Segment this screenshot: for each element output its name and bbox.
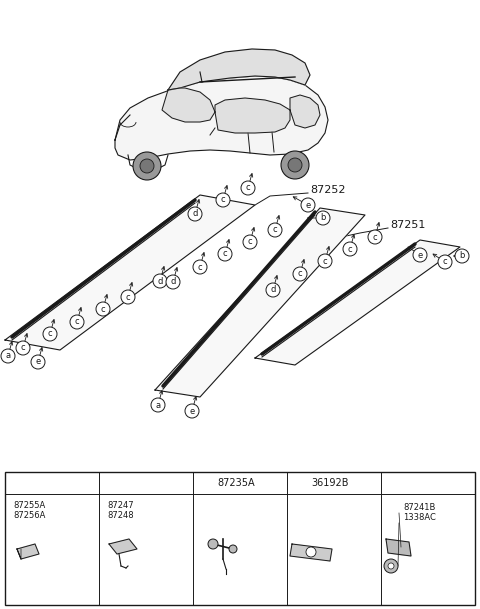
- Text: 36192B: 36192B: [311, 478, 348, 488]
- Circle shape: [153, 274, 167, 288]
- Circle shape: [218, 247, 232, 261]
- Text: c: c: [273, 225, 277, 234]
- Polygon shape: [17, 544, 39, 559]
- Circle shape: [455, 249, 469, 263]
- Text: c: c: [198, 262, 202, 272]
- Text: 87247: 87247: [107, 501, 133, 510]
- Circle shape: [96, 302, 110, 316]
- Text: c: c: [246, 183, 250, 192]
- Text: c: c: [201, 478, 207, 488]
- Text: c: c: [126, 292, 130, 301]
- Text: c: c: [221, 195, 225, 205]
- Text: c: c: [101, 304, 105, 314]
- Circle shape: [241, 181, 255, 195]
- Polygon shape: [155, 208, 365, 397]
- Polygon shape: [109, 539, 137, 554]
- Circle shape: [16, 341, 30, 355]
- Text: d: d: [170, 278, 176, 286]
- Text: a: a: [156, 401, 161, 409]
- Polygon shape: [386, 539, 411, 556]
- Text: b: b: [459, 252, 465, 261]
- Circle shape: [208, 539, 218, 549]
- Circle shape: [266, 283, 280, 297]
- Circle shape: [384, 559, 398, 573]
- Text: e: e: [418, 250, 422, 259]
- Circle shape: [140, 159, 154, 173]
- Polygon shape: [290, 95, 320, 128]
- Text: 1338AC: 1338AC: [403, 513, 436, 522]
- Text: c: c: [248, 238, 252, 247]
- Circle shape: [133, 152, 161, 180]
- Text: a: a: [13, 478, 19, 488]
- Text: 87241B: 87241B: [403, 503, 435, 512]
- Circle shape: [343, 242, 357, 256]
- Text: e: e: [190, 406, 194, 415]
- Circle shape: [368, 230, 382, 244]
- Polygon shape: [215, 98, 290, 133]
- Text: a: a: [5, 351, 11, 361]
- Circle shape: [268, 223, 282, 237]
- Circle shape: [9, 476, 23, 490]
- Circle shape: [301, 198, 315, 212]
- Text: 87252: 87252: [310, 185, 346, 195]
- Text: e: e: [389, 478, 395, 488]
- Text: c: c: [21, 343, 25, 353]
- Text: c: c: [323, 256, 327, 266]
- Text: d: d: [295, 478, 301, 488]
- Circle shape: [316, 211, 330, 225]
- Text: e: e: [305, 200, 311, 209]
- Text: c: c: [75, 317, 79, 326]
- Circle shape: [70, 315, 84, 329]
- Circle shape: [413, 248, 427, 262]
- Text: c: c: [443, 258, 447, 267]
- Circle shape: [291, 476, 305, 490]
- Text: c: c: [48, 329, 52, 339]
- Text: b: b: [320, 214, 326, 222]
- FancyBboxPatch shape: [5, 472, 475, 605]
- Polygon shape: [168, 49, 310, 90]
- Polygon shape: [162, 88, 215, 122]
- Circle shape: [31, 355, 45, 369]
- Circle shape: [166, 275, 180, 289]
- Text: 87248: 87248: [107, 511, 133, 520]
- Text: d: d: [192, 209, 198, 219]
- Circle shape: [288, 158, 302, 172]
- Polygon shape: [5, 195, 255, 350]
- Circle shape: [185, 404, 199, 418]
- Circle shape: [438, 255, 452, 269]
- Circle shape: [293, 267, 307, 281]
- Text: c: c: [372, 233, 377, 242]
- Polygon shape: [115, 76, 328, 160]
- Text: c: c: [298, 270, 302, 278]
- Circle shape: [243, 235, 257, 249]
- Circle shape: [151, 398, 165, 412]
- Circle shape: [1, 349, 15, 363]
- Text: 87255A: 87255A: [13, 501, 45, 510]
- Text: d: d: [270, 286, 276, 295]
- Circle shape: [216, 193, 230, 207]
- Text: d: d: [157, 276, 163, 286]
- Circle shape: [188, 207, 202, 221]
- Circle shape: [385, 476, 399, 490]
- Text: 87256A: 87256A: [13, 511, 46, 520]
- Text: e: e: [36, 357, 41, 367]
- Text: c: c: [223, 250, 228, 258]
- Circle shape: [121, 290, 135, 304]
- Circle shape: [193, 260, 207, 274]
- Circle shape: [197, 476, 211, 490]
- Circle shape: [318, 254, 332, 268]
- Circle shape: [229, 545, 237, 553]
- Circle shape: [43, 327, 57, 341]
- Text: 87251: 87251: [390, 220, 425, 230]
- Circle shape: [388, 563, 394, 569]
- Polygon shape: [290, 544, 332, 561]
- Circle shape: [281, 151, 309, 179]
- Text: 87235A: 87235A: [217, 478, 254, 488]
- Polygon shape: [255, 240, 460, 365]
- Circle shape: [103, 476, 117, 490]
- Circle shape: [306, 547, 316, 557]
- Text: b: b: [107, 478, 113, 488]
- Text: c: c: [348, 244, 352, 253]
